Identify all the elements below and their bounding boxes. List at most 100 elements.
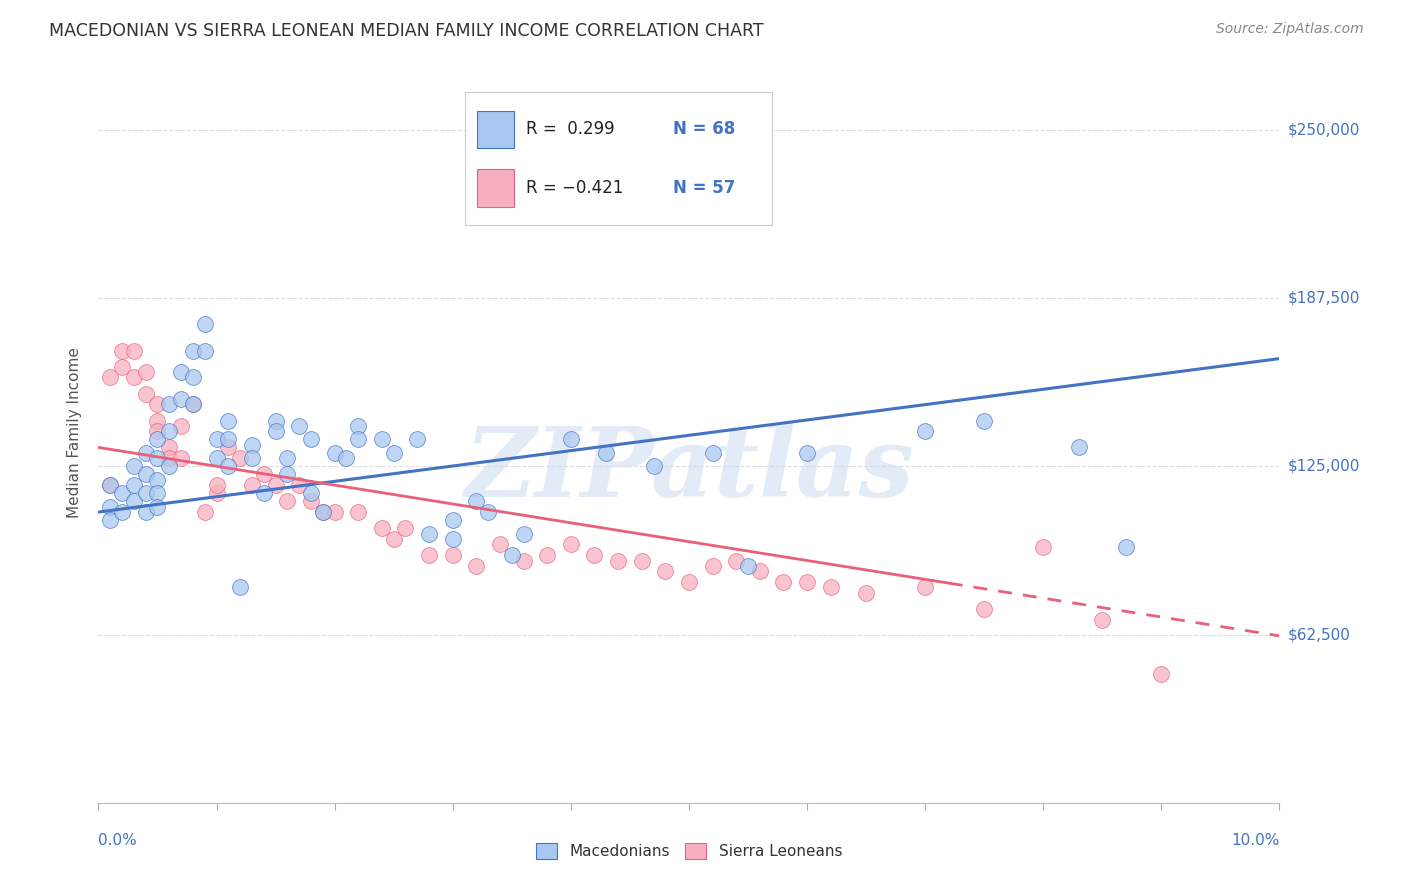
Point	[240, 451, 263, 466]
Point	[194, 317, 217, 331]
Point	[855, 586, 877, 600]
Point	[347, 433, 370, 447]
Point	[560, 433, 582, 447]
Point	[122, 370, 145, 384]
Point	[654, 564, 676, 578]
Point	[122, 459, 145, 474]
Point	[135, 446, 157, 460]
Point	[205, 451, 228, 466]
Point	[536, 548, 558, 562]
Point	[217, 441, 239, 455]
Point	[512, 553, 534, 567]
Point	[229, 451, 252, 466]
Point	[217, 459, 239, 474]
Point	[501, 548, 523, 562]
Point	[312, 505, 335, 519]
Point	[205, 433, 228, 447]
Point	[441, 513, 464, 527]
Point	[583, 548, 606, 562]
Point	[323, 505, 346, 519]
Point	[146, 433, 169, 447]
Point	[820, 581, 842, 595]
Point	[299, 433, 322, 447]
Point	[630, 553, 652, 567]
Point	[607, 553, 630, 567]
Point	[135, 486, 157, 500]
Point	[465, 558, 488, 573]
Point	[347, 505, 370, 519]
Point	[394, 521, 416, 535]
Point	[264, 424, 287, 438]
Point	[122, 478, 145, 492]
Point	[240, 438, 263, 452]
Point	[170, 365, 193, 379]
Point	[347, 418, 370, 433]
Point	[146, 473, 169, 487]
Point	[111, 343, 134, 358]
Point	[135, 505, 157, 519]
Point	[560, 537, 582, 551]
Point	[253, 486, 276, 500]
Point	[146, 397, 169, 411]
Point	[205, 486, 228, 500]
Text: 10.0%: 10.0%	[1232, 833, 1279, 848]
Point	[276, 467, 298, 482]
Point	[157, 459, 180, 474]
Point	[98, 500, 121, 514]
Point	[772, 575, 794, 590]
Point	[194, 343, 217, 358]
Point	[181, 397, 204, 411]
Point	[276, 494, 298, 508]
Text: MACEDONIAN VS SIERRA LEONEAN MEDIAN FAMILY INCOME CORRELATION CHART: MACEDONIAN VS SIERRA LEONEAN MEDIAN FAMI…	[49, 22, 763, 40]
Point	[276, 451, 298, 466]
Point	[217, 413, 239, 427]
Point	[122, 494, 145, 508]
Text: $187,500: $187,500	[1288, 291, 1360, 305]
Point	[181, 370, 204, 384]
Point	[111, 486, 134, 500]
Text: $62,500: $62,500	[1288, 627, 1351, 642]
Point	[157, 424, 180, 438]
Point	[678, 575, 700, 590]
Point	[406, 433, 429, 447]
Point	[441, 548, 464, 562]
Point	[489, 537, 512, 551]
Point	[111, 505, 134, 519]
Point	[335, 451, 357, 466]
Point	[465, 494, 488, 508]
Point	[643, 459, 665, 474]
Point	[288, 478, 311, 492]
Point	[914, 424, 936, 438]
Point	[264, 478, 287, 492]
Point	[796, 575, 818, 590]
Point	[98, 478, 121, 492]
Point	[748, 564, 770, 578]
Point	[122, 343, 145, 358]
Point	[299, 494, 322, 508]
Point	[217, 433, 239, 447]
Point	[146, 424, 169, 438]
Point	[1091, 613, 1114, 627]
Point	[229, 581, 252, 595]
Point	[181, 397, 204, 411]
Point	[181, 343, 204, 358]
Text: 0.0%: 0.0%	[98, 833, 138, 848]
Point	[146, 500, 169, 514]
Point	[253, 467, 276, 482]
Point	[312, 505, 335, 519]
Point	[157, 451, 180, 466]
Point	[111, 359, 134, 374]
Point	[170, 451, 193, 466]
Point	[973, 413, 995, 427]
Point	[441, 532, 464, 546]
Point	[98, 513, 121, 527]
Point	[382, 446, 405, 460]
Point	[288, 418, 311, 433]
Point	[371, 433, 394, 447]
Point	[98, 370, 121, 384]
Point	[595, 446, 617, 460]
Point	[702, 446, 724, 460]
Point	[418, 548, 440, 562]
Point	[796, 446, 818, 460]
Point	[157, 441, 180, 455]
